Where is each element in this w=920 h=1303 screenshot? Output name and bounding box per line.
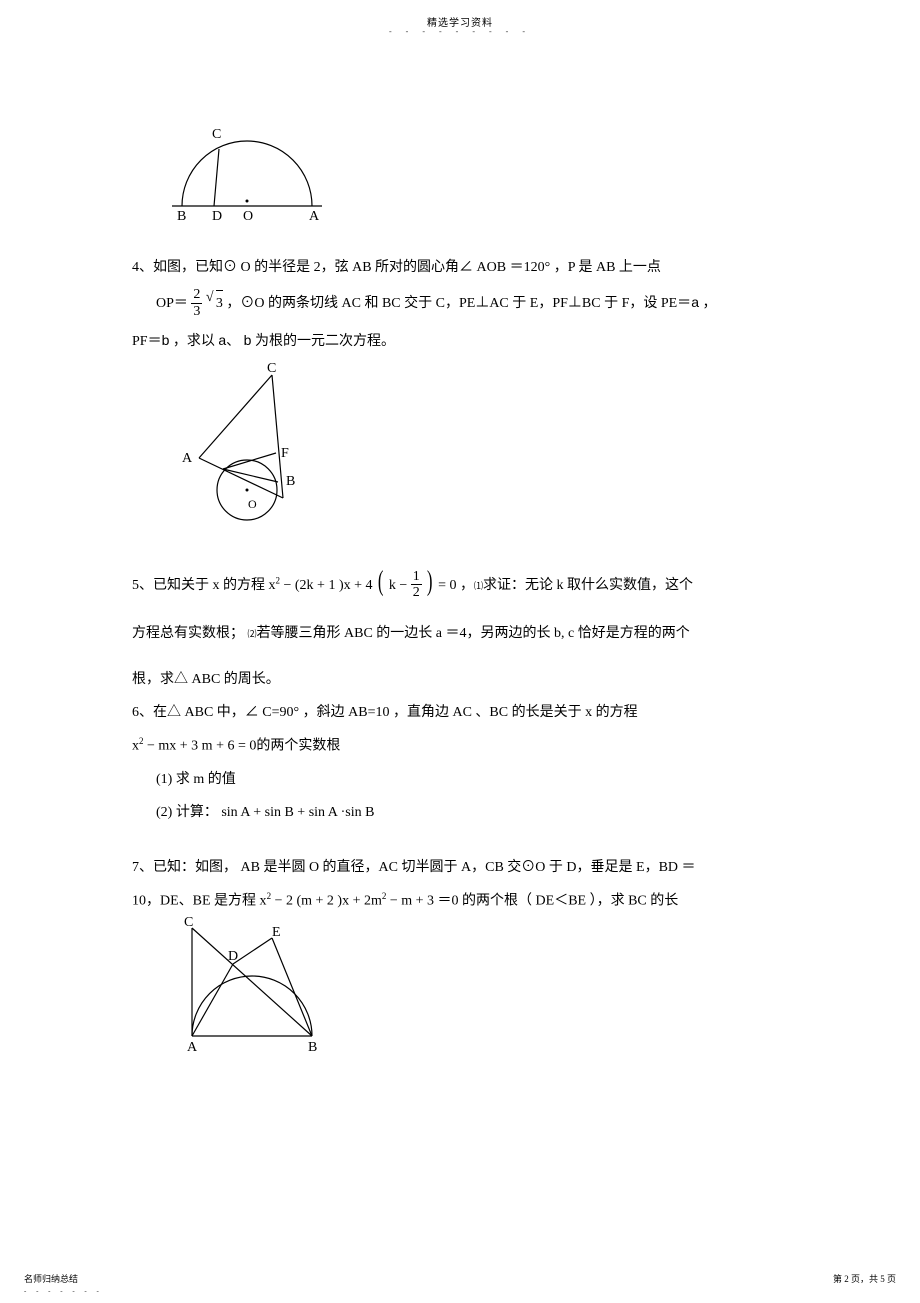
label-D: D bbox=[212, 209, 222, 224]
problem-6-item1: (1) 求 m 的值 bbox=[156, 767, 788, 792]
label-C3: C bbox=[184, 916, 193, 930]
large-paren-right: ) bbox=[427, 568, 433, 596]
label-A2: A bbox=[182, 451, 193, 466]
label-B2: B bbox=[286, 474, 295, 489]
problem-6-line1: 6、在△ ABC 中，∠ C=90° ，斜边 AB=10 ，直角边 AC 、BC… bbox=[132, 700, 788, 725]
header-dots: - - - - - - - - - bbox=[0, 27, 920, 36]
figure-3: C D E A B bbox=[162, 916, 788, 1065]
p4-line1: 4、如图，已知⊙ O 的半径是 2，弦 AB 所对的圆心角∠ AOB ＝120°… bbox=[132, 260, 661, 275]
p5-line2: 方程总有实数根； ⑵若等腰三角形 ABC 的一边长 a ＝4，另两边的长 b, … bbox=[132, 621, 788, 646]
footer-left: 名师归纳总结 bbox=[24, 1272, 78, 1285]
label-O: O bbox=[243, 209, 253, 224]
label-F2: F bbox=[281, 446, 289, 461]
fraction-1-2: 1 2 bbox=[411, 569, 422, 601]
problem-7-line1: 7、已知：如图， AB 是半圆 O 的直径，AC 切半圆于 A，CB 交⊙O 于… bbox=[132, 855, 788, 880]
p5-line3: 根，求△ ABC 的周长。 bbox=[132, 667, 788, 692]
page-header: 精选学习资料 bbox=[0, 0, 920, 29]
label-D3: D bbox=[228, 949, 238, 964]
p4-line2: OP＝ 2 3 √ 3 ，⊙O 的两条切线 AC 和 BC 交于 C，PE⊥AC… bbox=[156, 288, 788, 320]
figure-2: C A F B O bbox=[172, 360, 788, 539]
label-B: B bbox=[177, 209, 186, 224]
p4-line3: PF＝b ，求以 a、 b 为根的一元二次方程。 bbox=[132, 328, 788, 354]
label-C2: C bbox=[267, 361, 276, 376]
label-A3: A bbox=[187, 1040, 198, 1055]
label-O2: O bbox=[248, 497, 257, 511]
figure-1: B C D O A bbox=[162, 126, 788, 235]
sqrt3: 3 bbox=[216, 290, 223, 316]
problem-7-line2: 10，DE、BE 是方程 x2 − 2 (m + 2 )x + 2m2 − m … bbox=[132, 888, 788, 914]
problem-6-line2: x2 − mx + 3 m + 6 = 0的两个实数根 bbox=[132, 733, 788, 759]
label-C: C bbox=[212, 127, 221, 142]
problem-4: 4、如图，已知⊙ O 的半径是 2，弦 AB 所对的圆心角∠ AOB ＝120°… bbox=[132, 255, 788, 280]
footer-dots-left: - - - - - - - bbox=[24, 1287, 103, 1295]
large-paren-left: ( bbox=[378, 568, 384, 596]
page-content: B C D O A 4、如图，已知⊙ O 的半径是 2，弦 AB 所对的圆心角∠… bbox=[0, 126, 920, 1065]
fraction-2-3: 2 3 bbox=[191, 287, 202, 319]
problem-6-item2: (2) 计算： sin A + sin B + sin A ·sin B bbox=[156, 800, 788, 825]
label-E3: E bbox=[272, 925, 281, 940]
problem-5: 5、已知关于 x 的方程 x2 − (2k + 1 )x + 4 ( k − 1… bbox=[132, 570, 788, 602]
label-A: A bbox=[309, 209, 320, 224]
footer-right: 第 2 页，共 5 页 bbox=[833, 1272, 896, 1285]
label-B3: B bbox=[308, 1040, 317, 1055]
